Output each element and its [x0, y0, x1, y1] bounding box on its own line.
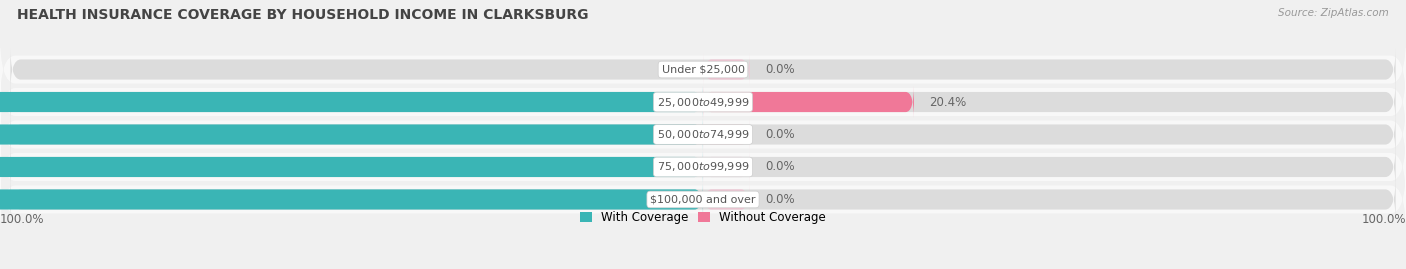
FancyBboxPatch shape: [0, 119, 703, 150]
FancyBboxPatch shape: [703, 119, 749, 150]
Text: $50,000 to $74,999: $50,000 to $74,999: [657, 128, 749, 141]
FancyBboxPatch shape: [0, 132, 1406, 202]
FancyBboxPatch shape: [10, 177, 1396, 222]
FancyBboxPatch shape: [10, 47, 1396, 92]
Text: Under $25,000: Under $25,000: [661, 65, 745, 75]
FancyBboxPatch shape: [703, 86, 914, 118]
Text: $25,000 to $49,999: $25,000 to $49,999: [657, 95, 749, 108]
FancyBboxPatch shape: [0, 165, 1406, 234]
FancyBboxPatch shape: [0, 67, 1406, 137]
Text: 100.0%: 100.0%: [1361, 213, 1406, 226]
Text: 0.0%: 0.0%: [765, 63, 794, 76]
FancyBboxPatch shape: [10, 144, 1396, 189]
Text: 0.0%: 0.0%: [765, 193, 794, 206]
FancyBboxPatch shape: [703, 151, 749, 183]
FancyBboxPatch shape: [10, 112, 1396, 157]
Text: 0.0%: 0.0%: [765, 128, 794, 141]
FancyBboxPatch shape: [0, 151, 703, 183]
Text: HEALTH INSURANCE COVERAGE BY HOUSEHOLD INCOME IN CLARKSBURG: HEALTH INSURANCE COVERAGE BY HOUSEHOLD I…: [17, 8, 588, 22]
Text: 100.0%: 100.0%: [0, 213, 45, 226]
FancyBboxPatch shape: [10, 80, 1396, 125]
Legend: With Coverage, Without Coverage: With Coverage, Without Coverage: [575, 206, 831, 228]
FancyBboxPatch shape: [0, 100, 1406, 169]
FancyBboxPatch shape: [703, 183, 749, 215]
FancyBboxPatch shape: [0, 183, 703, 215]
Text: 0.0%: 0.0%: [658, 63, 688, 76]
FancyBboxPatch shape: [0, 35, 1406, 104]
Text: $100,000 and over: $100,000 and over: [650, 194, 756, 204]
Text: $75,000 to $99,999: $75,000 to $99,999: [657, 161, 749, 174]
Text: Source: ZipAtlas.com: Source: ZipAtlas.com: [1278, 8, 1389, 18]
Text: 0.0%: 0.0%: [765, 161, 794, 174]
FancyBboxPatch shape: [703, 54, 749, 86]
Text: 20.4%: 20.4%: [929, 95, 967, 108]
FancyBboxPatch shape: [0, 86, 703, 118]
